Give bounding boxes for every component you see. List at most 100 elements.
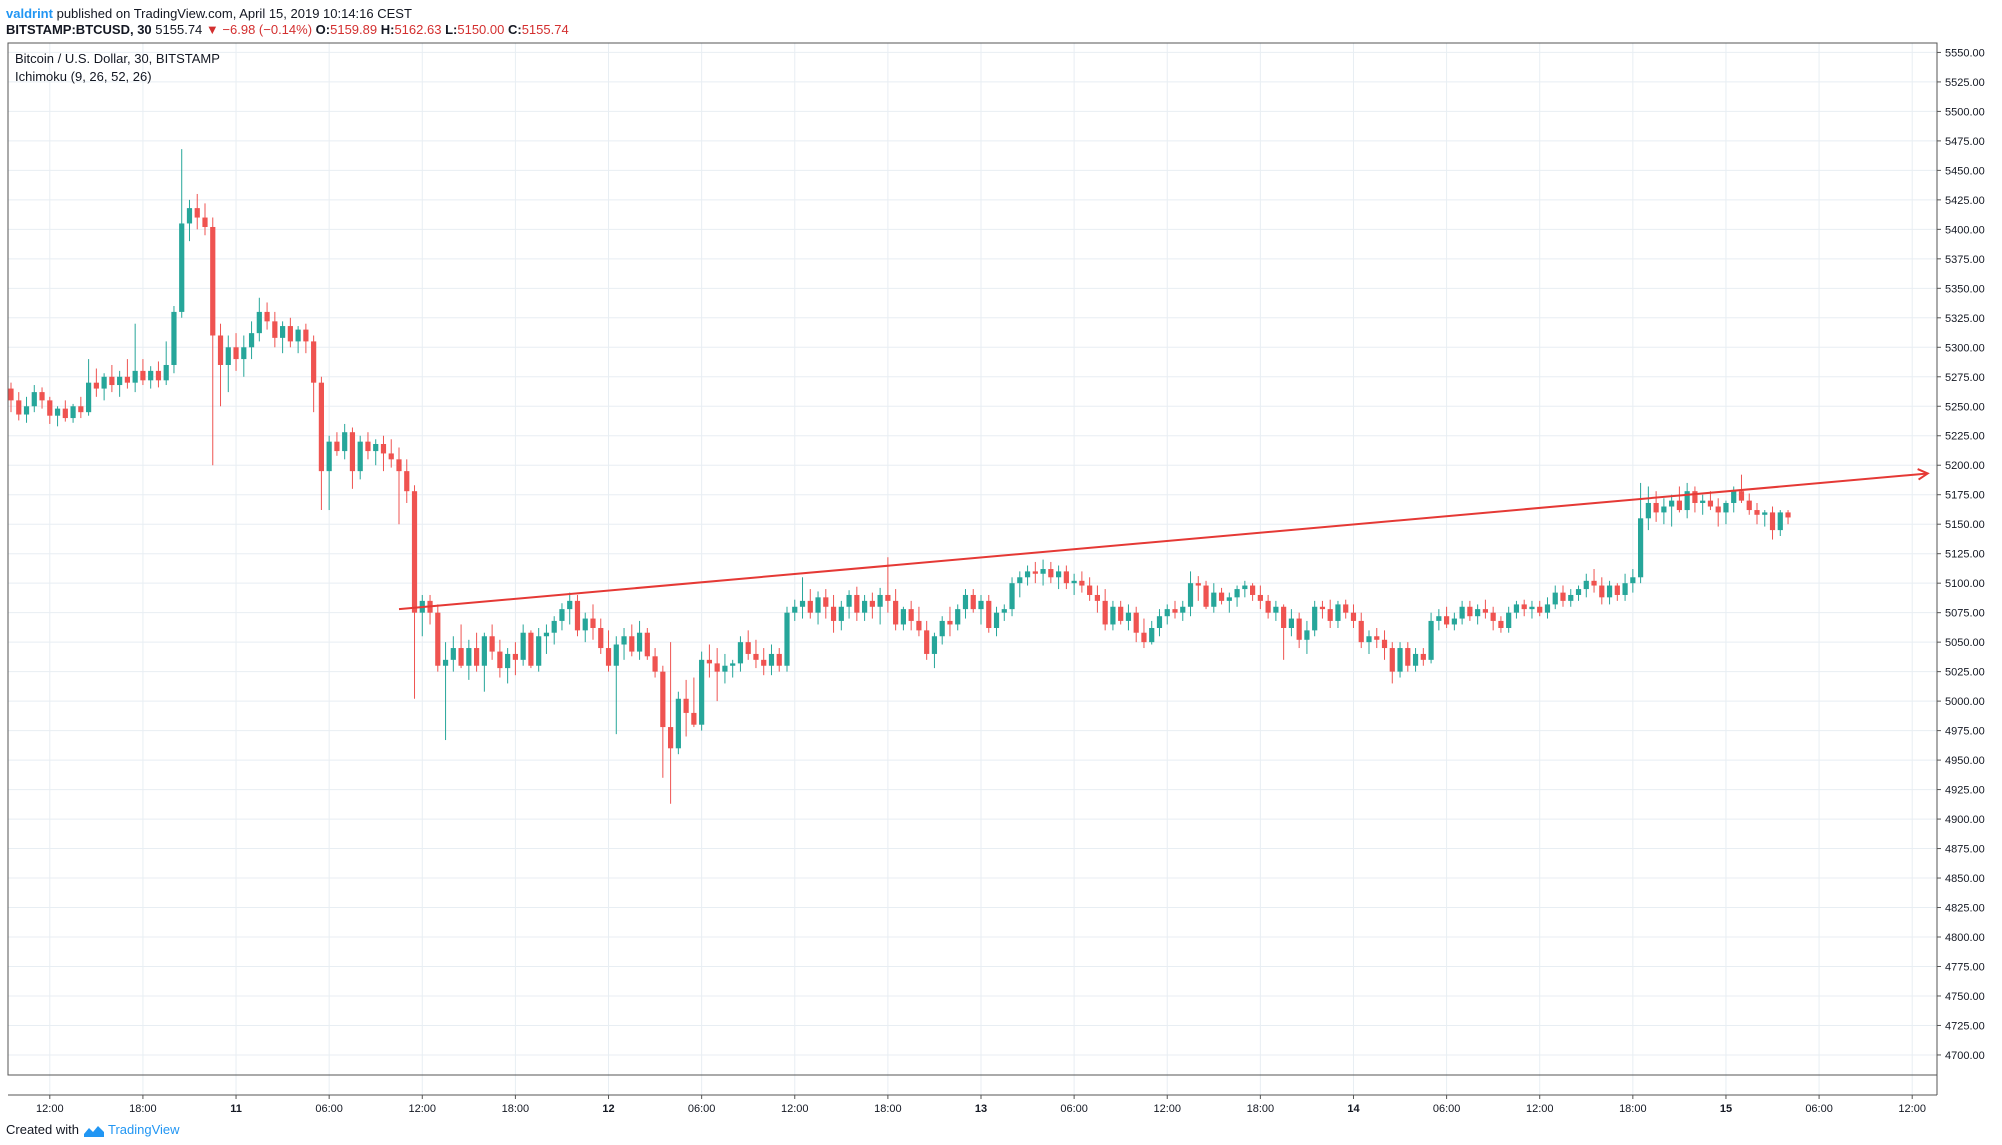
candle	[318, 376, 324, 511]
candle	[272, 311, 278, 348]
candle	[1622, 573, 1628, 601]
candle	[1412, 648, 1419, 672]
candle-body	[629, 636, 635, 652]
candle-body	[1769, 512, 1776, 531]
candle-body	[1692, 491, 1698, 503]
candle	[528, 630, 534, 669]
candle-body	[1599, 585, 1605, 598]
candle	[1381, 630, 1388, 660]
candle	[823, 589, 829, 619]
candle	[1133, 606, 1139, 643]
candle-body	[512, 653, 518, 660]
candle-body	[155, 370, 162, 381]
candle-body	[636, 632, 643, 652]
candle-body	[163, 364, 169, 381]
candle	[1529, 600, 1535, 619]
symbol-label: BITSTAMP:BTCUSD, 30	[6, 22, 152, 37]
candle-body	[1707, 500, 1714, 507]
candle	[1195, 576, 1201, 601]
candle-body	[799, 600, 806, 607]
candle-body	[877, 594, 883, 607]
candle-body	[691, 712, 697, 725]
candle	[1001, 604, 1007, 621]
price-change: −6.98 (−0.14%)	[222, 22, 313, 37]
author-link[interactable]: valdrint	[6, 6, 53, 21]
candle-body	[202, 217, 208, 227]
candle-body	[505, 653, 511, 669]
candle-body	[737, 642, 744, 664]
candle-body	[1661, 506, 1667, 513]
candle	[1141, 618, 1147, 649]
time-tick-label: 12:00	[1526, 1103, 1554, 1115]
open-label: O:	[315, 22, 331, 37]
candle-body	[1056, 571, 1062, 578]
candle	[1110, 600, 1116, 631]
candle	[1211, 583, 1217, 613]
time-tick-label: 12:00	[781, 1103, 809, 1115]
price-tick-label: 4700.00	[1945, 1050, 1985, 1062]
price-tick-label: 5475.00	[1945, 136, 1985, 148]
candle-body	[349, 432, 356, 472]
candle	[311, 335, 317, 413]
candle-body	[1288, 618, 1294, 628]
candle	[691, 677, 697, 728]
candle-body	[1684, 491, 1690, 511]
candle-body	[815, 597, 821, 613]
candle	[598, 618, 604, 654]
candle-body	[1141, 632, 1147, 643]
time-tick-label: 06:00	[688, 1103, 716, 1115]
candle	[1645, 486, 1651, 531]
candle	[1319, 600, 1326, 619]
candle	[427, 594, 433, 625]
candle-body	[900, 609, 906, 625]
candle-body	[1118, 606, 1124, 621]
time-tick-label: 12	[602, 1103, 614, 1115]
candle	[737, 636, 744, 672]
candle-body	[862, 600, 868, 613]
published-text: published on TradingView.com, April 15, …	[56, 6, 412, 21]
candle-body	[365, 441, 371, 452]
candle-body	[248, 333, 255, 348]
candle	[799, 577, 806, 619]
candle	[1102, 589, 1108, 631]
candle	[303, 323, 309, 354]
candle-body	[311, 341, 317, 383]
candle-body	[1296, 618, 1302, 640]
candle-body	[411, 491, 418, 613]
candle-body	[1374, 636, 1380, 640]
candle-body	[869, 600, 875, 607]
candle	[1079, 571, 1085, 593]
candle	[830, 594, 837, 633]
candle-body	[23, 406, 30, 415]
time-axis[interactable]: 12:00 18:00 11 06:00 12:00 18:00 12 06:00 12:00 1…	[36, 1095, 1926, 1115]
candle-body	[598, 627, 604, 649]
candle-body	[16, 400, 22, 415]
candle-body	[225, 347, 231, 365]
candle	[210, 217, 216, 466]
candle	[1032, 561, 1038, 584]
candle	[163, 341, 169, 386]
candle-body	[1226, 597, 1232, 601]
candle	[78, 396, 84, 419]
candle	[1063, 565, 1069, 590]
price-axis[interactable]: 5550.00 5525.00 5500.00 5475.00 5450.00 5425.…	[1937, 47, 1985, 1062]
candle-body	[1444, 616, 1450, 625]
candle-body	[784, 612, 790, 666]
time-tick-label: 15	[1720, 1103, 1732, 1115]
candle-body	[388, 453, 394, 460]
candle	[1187, 571, 1194, 617]
candle-body	[1560, 592, 1566, 601]
trendline-group[interactable]	[398, 468, 1930, 611]
candle	[1715, 498, 1721, 527]
tradingview-link[interactable]: TradingView	[108, 1122, 180, 1137]
candle	[411, 485, 418, 699]
candle	[86, 359, 92, 416]
candle-body	[1343, 604, 1349, 613]
candle	[877, 587, 883, 625]
candle-body	[745, 642, 751, 654]
candle	[574, 594, 581, 637]
candle-body	[140, 370, 146, 381]
candle	[1304, 620, 1310, 654]
candle	[567, 592, 573, 625]
